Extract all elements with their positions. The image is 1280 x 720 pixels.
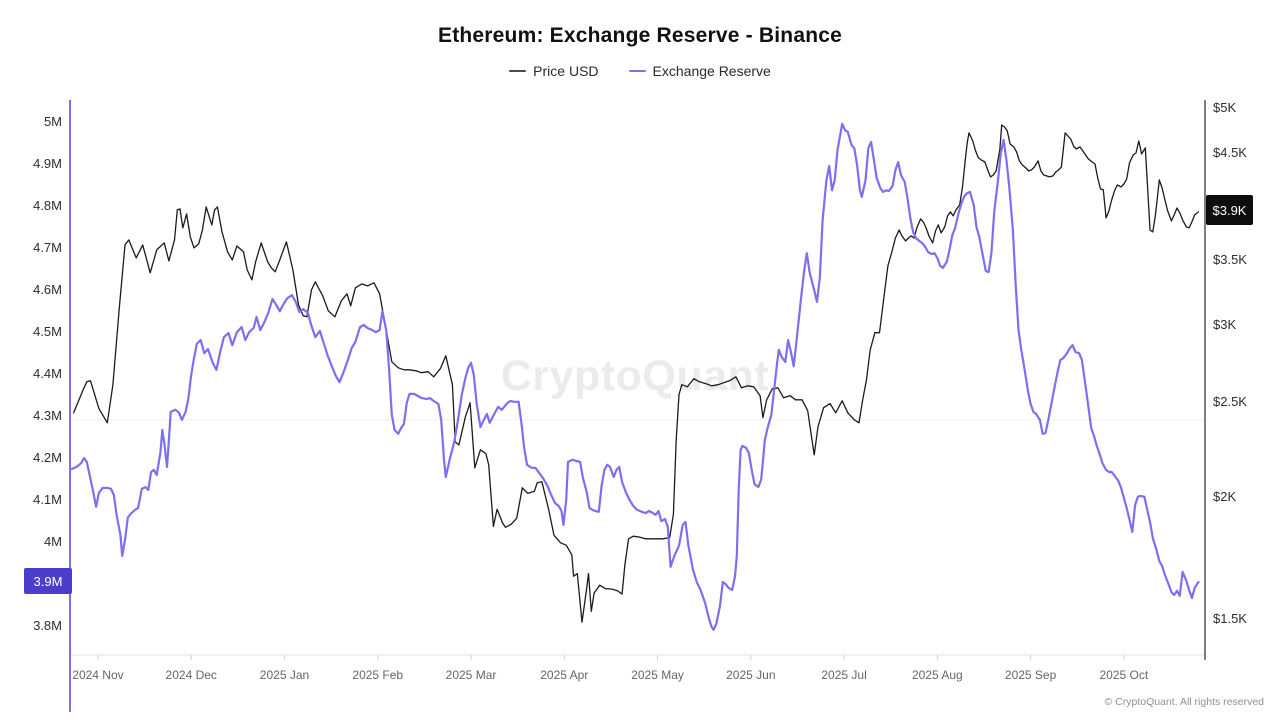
legend-label-exchange-reserve: Exchange Reserve — [652, 63, 771, 79]
copyright-note: © CryptoQuant. All rights reserved — [1104, 696, 1264, 708]
chart-title: Ethereum: Exchange Reserve - Binance — [437, 24, 843, 47]
legend: Price USD Exchange Reserve — [0, 63, 1280, 79]
price-current-value-badge: $3.9K — [1206, 195, 1253, 225]
reserve-current-value-badge: 3.9M — [24, 568, 72, 594]
series-line-exchange-reserve — [70, 122, 1200, 631]
price-series-dash-icon — [509, 70, 527, 72]
legend-item-exchange-reserve[interactable]: Exchange Reserve — [628, 63, 771, 79]
legend-label-price-usd: Price USD — [533, 63, 599, 79]
legend-item-price-usd[interactable]: Price USD — [509, 63, 599, 79]
reserve-series-dash-icon — [628, 70, 646, 72]
series-line-price-usd — [73, 124, 1200, 623]
